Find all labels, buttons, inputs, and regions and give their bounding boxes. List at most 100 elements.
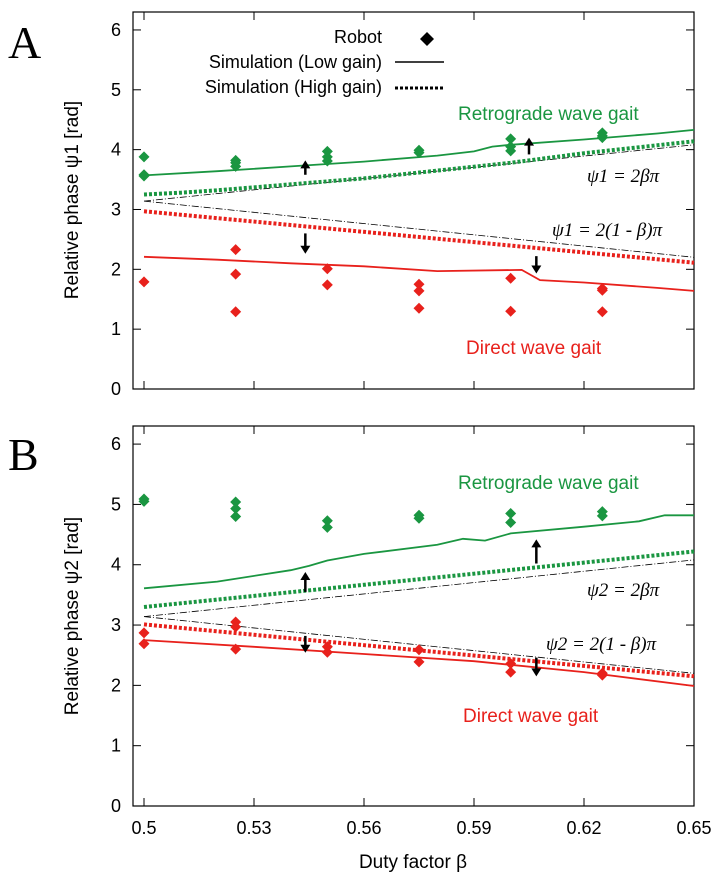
robot-direct-marker	[230, 268, 242, 280]
panel-b-arrows	[300, 539, 542, 677]
panel-a-ticks: 0 1 2 3 4 5 6	[111, 12, 695, 399]
panel-a-direct-label: Direct wave gait	[466, 338, 602, 359]
robot-retrograde-marker	[596, 510, 608, 522]
robot-direct-marker	[413, 656, 425, 668]
robot-direct-marker	[413, 644, 425, 656]
robot-retrograde-marker	[413, 512, 425, 524]
x-axis-label: Duty factor β	[359, 852, 467, 873]
robot-direct-marker	[596, 306, 608, 318]
legend-low-label: Simulation (Low gain)	[209, 52, 382, 72]
sim-low-retrograde-line	[143, 514, 694, 590]
sim-high-retrograde-line	[143, 139, 695, 197]
panel-b-direct-label: Direct wave gait	[463, 706, 599, 727]
panel-a-markers	[138, 127, 608, 318]
y-tick-label: 5	[111, 80, 121, 100]
robot-retrograde-marker	[138, 151, 150, 163]
panel-a-retro-formula: ψ1 = 2βπ	[587, 166, 660, 187]
panel-a-letter: A	[8, 17, 41, 68]
panel-a-arrows	[300, 137, 542, 274]
robot-retrograde-marker	[596, 132, 608, 144]
sim-low-retrograde-line	[143, 129, 695, 177]
robot-direct-marker	[321, 646, 333, 658]
y-tick-label: 0	[111, 796, 121, 816]
panel-b-guides	[143, 559, 695, 674]
robot-direct-marker	[321, 263, 333, 275]
robot-retrograde-marker	[505, 517, 517, 529]
shift-arrow-head	[531, 668, 542, 677]
guide-direct-line	[143, 200, 695, 258]
panel-b-retro-label: Retrograde wave gait	[458, 473, 639, 494]
x-tick-label: 0.65	[676, 818, 711, 838]
robot-direct-marker	[413, 285, 425, 297]
guide-retro-line	[143, 559, 695, 617]
robot-retrograde-marker	[321, 515, 333, 527]
panel-a-retro-label: Retrograde wave gait	[458, 104, 639, 125]
legend-robot-label: Robot	[334, 27, 382, 47]
robot-direct-marker	[505, 305, 517, 317]
panel-b-ylabel: Relative phase ψ2 [rad]	[62, 517, 83, 715]
y-tick-label: 4	[111, 140, 121, 160]
shift-arrow-head	[524, 137, 534, 146]
sim-high-retrograde-line	[143, 549, 695, 609]
panel-b-markers	[138, 493, 608, 681]
panel-b-ticks: 0 1 2 3 4 5 6	[111, 426, 695, 816]
y-tick-label: 3	[111, 199, 121, 219]
robot-direct-marker	[505, 666, 517, 678]
robot-direct-marker	[138, 276, 150, 288]
robot-retrograde-marker	[505, 133, 517, 145]
panel-b: B 0 1 2 3 4 5 6 Relative phase ψ2 [rad] Retrog…	[8, 425, 695, 816]
shift-arrow-head	[300, 245, 311, 254]
panel-b-letter: B	[8, 429, 39, 480]
legend-robot-marker	[420, 32, 434, 46]
robot-direct-marker	[230, 306, 242, 318]
panel-a: A 0 1 2 3 4 5 6 Relative phase ψ1 [rad] Robot …	[8, 11, 695, 399]
panel-b-retro-formula: ψ2 = 2βπ	[587, 580, 660, 601]
y-tick-label: 6	[111, 20, 121, 40]
robot-retrograde-marker	[138, 170, 150, 182]
y-tick-label: 1	[111, 736, 121, 756]
shift-arrow-head	[300, 571, 311, 580]
panel-b-direct-formula: ψ2 = 2(1 - β)π	[546, 634, 657, 655]
y-tick-label: 5	[111, 494, 121, 514]
x-tick-label: 0.53	[236, 818, 271, 838]
sim-high-direct-line	[143, 209, 695, 265]
robot-direct-marker	[230, 643, 242, 655]
x-tick-labels: 0.5 0.53 0.56 0.59 0.62 0.65	[131, 818, 711, 838]
robot-retrograde-marker	[321, 155, 333, 167]
robot-direct-marker	[596, 669, 608, 681]
legend: Robot Simulation (Low gain) Simulation (…	[205, 27, 444, 97]
robot-direct-marker	[505, 658, 517, 670]
panel-a-direct-formula: ψ1 = 2(1 - β)π	[552, 220, 663, 241]
shift-arrow-head	[300, 160, 311, 169]
shift-arrow-head	[531, 539, 542, 548]
robot-direct-marker	[505, 272, 517, 284]
panel-a-ylabel: Relative phase ψ1 [rad]	[62, 101, 83, 299]
x-tick-label: 0.5	[131, 818, 156, 838]
panel-a-lines	[143, 129, 695, 292]
y-tick-label: 1	[111, 319, 121, 339]
robot-retrograde-marker	[413, 147, 425, 159]
robot-retrograde-marker	[230, 496, 242, 508]
x-tick-label: 0.59	[456, 818, 491, 838]
robot-retrograde-marker	[505, 507, 517, 519]
robot-retrograde-marker	[505, 145, 517, 157]
x-tick-label: 0.62	[566, 818, 601, 838]
robot-retrograde-marker	[230, 160, 242, 172]
shift-arrow-head	[300, 644, 311, 653]
y-tick-label: 3	[111, 615, 121, 635]
robot-retrograde-marker	[230, 503, 242, 515]
panel-a-frame	[132, 11, 695, 390]
legend-high-label: Simulation (High gain)	[205, 77, 382, 97]
robot-direct-marker	[138, 638, 150, 650]
robot-retrograde-marker	[138, 495, 150, 507]
robot-direct-marker	[596, 284, 608, 296]
robot-direct-marker	[413, 278, 425, 290]
robot-direct-marker	[230, 244, 242, 256]
y-tick-label: 2	[111, 259, 121, 279]
robot-retrograde-marker	[321, 521, 333, 533]
y-tick-label: 2	[111, 675, 121, 695]
robot-direct-marker	[230, 621, 242, 633]
x-tick-label: 0.56	[346, 818, 381, 838]
y-tick-label: 6	[111, 434, 121, 454]
